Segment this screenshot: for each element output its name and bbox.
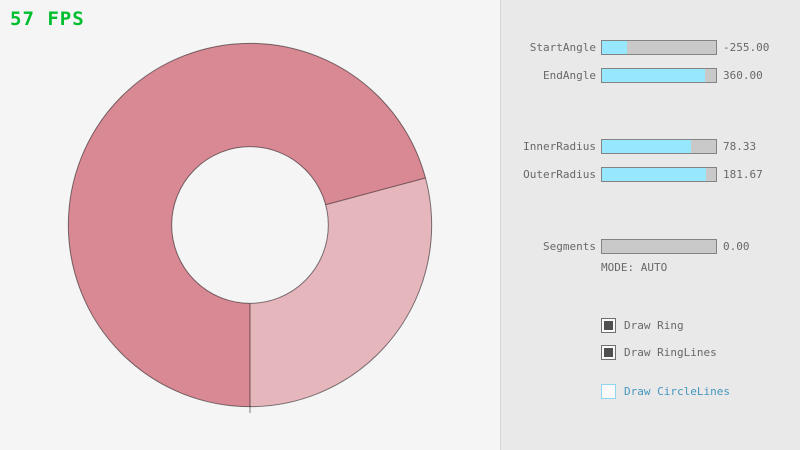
ring-inner-outline xyxy=(171,146,329,304)
endangle-slider[interactable] xyxy=(601,68,717,83)
startangle-label: StartAngle xyxy=(529,41,596,54)
innerradius-slider-fill xyxy=(602,140,691,153)
checkmark-fill xyxy=(604,321,613,330)
ring-line-start xyxy=(325,177,426,206)
endangle-label: EndAngle xyxy=(543,69,596,82)
endangle-value: 360.00 xyxy=(723,69,763,82)
segments-value: 0.00 xyxy=(723,240,750,253)
segments-slider[interactable] xyxy=(601,239,717,254)
startangle-slider[interactable] xyxy=(601,40,717,55)
segments-label: Segments xyxy=(543,240,596,253)
innerradius-row: InnerRadius 78.33 xyxy=(501,139,800,155)
outerradius-value: 181.67 xyxy=(723,168,763,181)
checkbox-box-draw-circlelines[interactable] xyxy=(601,384,616,399)
checkbox-box-draw-ringlines[interactable] xyxy=(601,345,616,360)
ring-dark-sector xyxy=(68,43,426,407)
endangle-row: EndAngle 360.00 xyxy=(501,68,800,84)
startangle-value: -255.00 xyxy=(723,41,770,54)
outerradius-label: OuterRadius xyxy=(523,168,596,181)
segments-row: Segments 0.00 xyxy=(501,239,800,255)
ring-light-sector xyxy=(250,177,432,407)
checkbox-label-draw-circlelines: Draw CircleLines xyxy=(624,385,730,398)
startangle-slider-fill xyxy=(602,41,628,54)
fps-counter: 57 FPS xyxy=(10,8,85,30)
outerradius-slider[interactable] xyxy=(601,167,717,182)
innerradius-slider[interactable] xyxy=(601,139,717,154)
mode-label: MODE: AUTO xyxy=(601,261,668,274)
outerradius-slider-fill xyxy=(602,168,706,181)
checkbox-label-draw-ringlines: Draw RingLines xyxy=(624,346,717,359)
ring-canvas xyxy=(67,42,433,413)
startangle-row: StartAngle -255.00 xyxy=(501,40,800,56)
outerradius-row: OuterRadius 181.67 xyxy=(501,167,800,183)
endangle-slider-fill xyxy=(602,69,705,82)
checkbox-box-draw-ring[interactable] xyxy=(601,318,616,333)
control-panel: StartAngle -255.00 EndAngle 360.00 Inner… xyxy=(500,0,800,450)
checkmark-fill xyxy=(604,348,613,357)
innerradius-value: 78.33 xyxy=(723,140,757,153)
checkbox-label-draw-ring: Draw Ring xyxy=(624,319,684,332)
innerradius-label: InnerRadius xyxy=(523,140,596,153)
